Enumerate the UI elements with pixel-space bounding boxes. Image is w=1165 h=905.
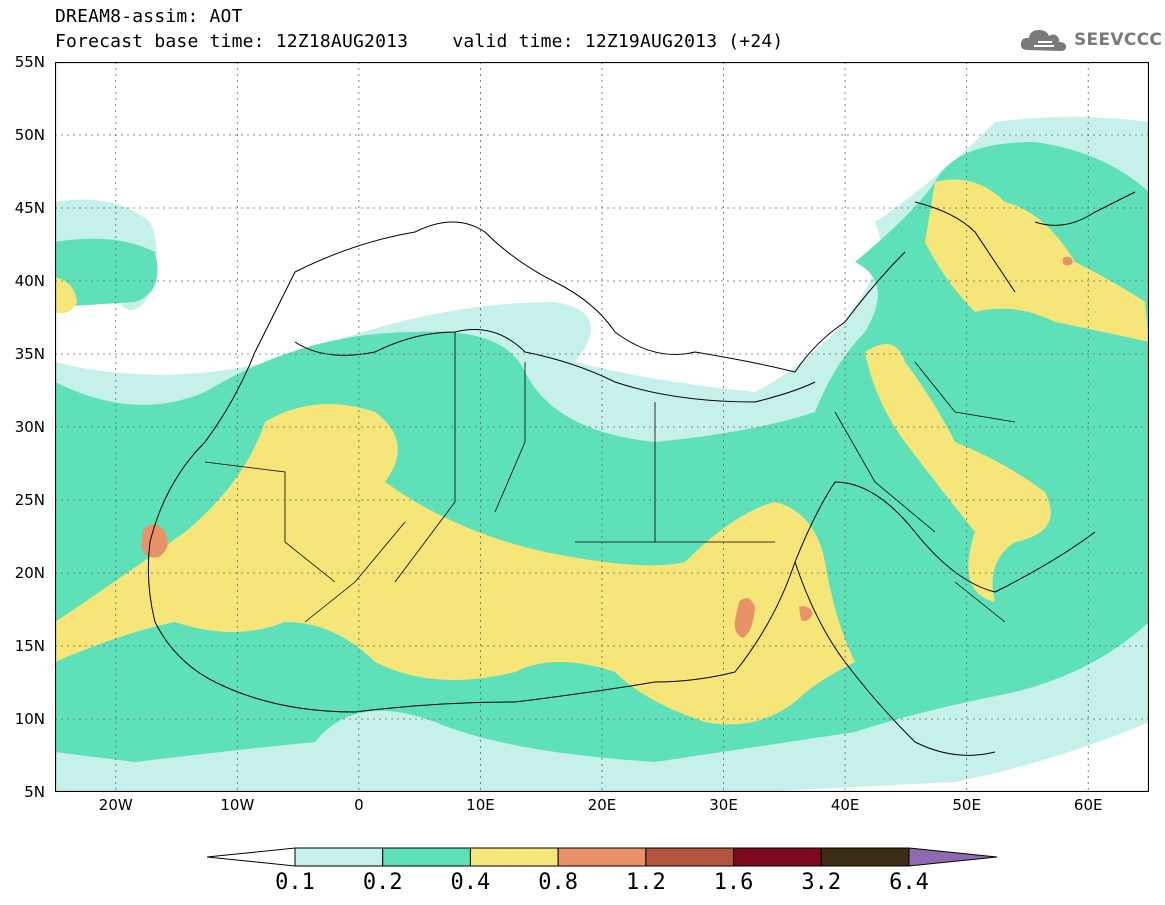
colorbar-swatch [294,847,384,867]
colorbar-swatch [557,847,647,867]
colorbar [207,847,997,867]
colorbar-swatch [382,847,471,867]
colorbar-level-label: 6.4 [889,870,929,895]
forecast-times: Forecast base time: 12Z18AUG2013 valid t… [55,31,783,52]
colorbar-low-extension [207,847,296,867]
lon-tick-label: 0 [354,796,364,814]
seevccc-logo: SEEVCCC [1018,22,1162,58]
cloud-icon [1020,30,1066,51]
colorbar-high-extension [908,847,997,867]
logo-text: SEEVCCC [1074,30,1163,50]
lat-tick-label: 50N [14,126,45,144]
coastlines [147,191,1136,756]
lat-tick-label: 30N [14,418,45,436]
colorbar-level-label: 1.2 [625,870,666,895]
lat-tick-label: 20N [14,564,45,582]
valid-time: valid time: 12Z19AUG2013 (+24) [452,31,784,52]
lat-tick-label: 55N [14,53,45,71]
colorbar-level-label: 3.2 [801,870,842,895]
lat-tick-label: 25N [14,491,45,509]
lat-tick-label: 40N [14,272,45,290]
lon-tick-label: 10W [220,796,255,814]
colorbar-level-label: 0.4 [450,870,491,895]
lon-tick-label: 10E [466,796,495,814]
colorbar-level-label: 0.1 [275,870,315,895]
lat-tick-label: 35N [14,345,45,363]
colorbar-swatch [469,847,559,867]
colorbar-level-label: 0.2 [362,870,403,895]
colorbar-level-label: 1.6 [713,870,754,895]
map-title: DREAM8-assim: AOT [55,6,243,27]
lon-tick-label: 60E [1073,796,1103,814]
lat-tick-label: 15N [14,637,45,655]
lon-tick-label: 50E [952,796,981,814]
lon-tick-label: 40E [830,796,860,814]
base-time: Forecast base time: 12Z18AUG2013 [55,31,409,52]
lon-tick-label: 20E [587,796,617,814]
lon-tick-label: 20W [98,796,133,814]
aot-map [55,62,1149,792]
borders [204,332,1016,623]
lat-tick-label: 10N [14,710,45,728]
graticule [55,62,1149,792]
colorbar-swatch [733,847,822,867]
map-border [55,62,1149,792]
colorbar-swatch [820,847,910,867]
colorbar-level-label: 0.8 [538,870,579,895]
lat-tick-label: 45N [14,199,45,217]
lat-tick-label: 5N [24,783,45,801]
colorbar-swatch [645,847,735,867]
lon-tick-label: 30E [709,796,738,814]
